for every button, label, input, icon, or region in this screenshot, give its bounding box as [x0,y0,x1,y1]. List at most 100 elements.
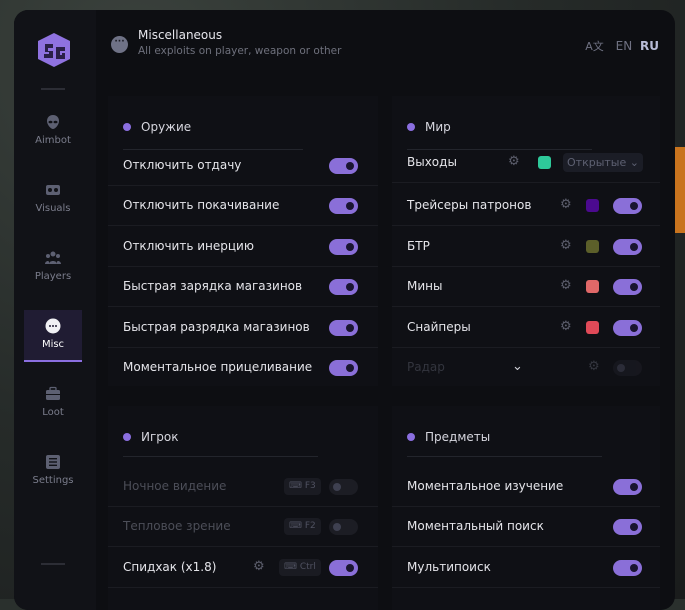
gear-icon[interactable]: ⚙ [560,278,572,293]
chevron-down-icon[interactable]: ⌄ [512,359,523,374]
row-label: Моментальный поиск [407,519,544,533]
player-row: Тепловое зрение ⌨ F2 [108,507,378,547]
row-label: Моментальное изучение [407,479,564,493]
toggle-switch[interactable] [329,279,358,295]
sidebar-item-loot[interactable]: Loot [24,378,82,430]
toggle-switch[interactable] [613,279,642,295]
gear-icon[interactable]: ⚙ [560,319,572,334]
page-subtitle: All exploits on player, weapon or other [138,45,342,57]
color-swatch[interactable] [586,199,599,212]
divider [123,149,303,150]
gear-icon[interactable]: ⚙ [560,197,572,212]
divider [123,456,318,457]
background-object [674,147,685,233]
toggle-row: Быстрая разрядка магазинов [108,308,378,348]
sidebar: Aimbot Visuals Players Misc Loot Setting… [14,10,96,610]
section-header: Оружие [123,120,191,134]
color-swatch[interactable] [586,280,599,293]
sidebar-item-label: Players [34,271,72,282]
toggle-switch[interactable] [613,320,642,336]
world-row-exits: Выходы ⚙ Открытые ⌄ [392,143,660,183]
gear-icon[interactable]: ⚙ [560,238,572,253]
row-label: БТР [407,239,430,253]
gear-icon[interactable]: ⚙ [588,359,600,374]
toggle-switch[interactable] [613,360,642,376]
lang-ru-button[interactable]: RU [640,39,659,53]
sidebar-item-label: Misc [41,339,65,350]
toggle-switch[interactable] [613,239,642,255]
toggle-switch[interactable] [613,479,642,495]
section-title: Оружие [141,120,192,134]
world-row: Снайперы ⚙ [392,308,660,348]
divider [407,149,592,150]
row-label: Спидхак (x1.8) [123,560,217,574]
sidebar-item-visuals[interactable]: Visuals [24,174,82,226]
sidebar-item-settings[interactable]: Settings [24,446,82,498]
users-icon [45,251,61,264]
vr-headset-icon [46,185,60,195]
toggle-switch[interactable] [613,519,642,535]
toggle-row: Моментальное изучение [392,467,660,507]
world-row: Мины ⚙ [392,267,660,307]
section-header: Игрок [123,430,179,444]
color-swatch[interactable] [586,240,599,253]
sidebar-item-players[interactable]: Players [24,242,82,294]
toggle-switch[interactable] [329,519,358,535]
briefcase-icon [46,386,60,400]
section-header: Мир [407,120,451,134]
hotkey-badge[interactable]: ⌨ F2 [284,518,321,535]
gear-icon [123,123,131,131]
toggle-switch[interactable] [329,560,358,576]
sidebar-divider [41,88,65,90]
toggle-switch[interactable] [329,360,358,376]
page-title: Miscellaneous [138,28,223,42]
row-label: Снайперы [407,320,471,334]
divider [407,456,602,457]
row-label: Отключить инерцию [123,239,254,253]
section-title: Предметы [425,430,491,444]
ghost-icon [407,433,415,441]
section-title: Игрок [141,430,179,444]
row-label: Трейсеры патронов [407,198,532,212]
lang-en-button[interactable]: EN [615,39,633,53]
player-row: Ночное видение ⌨ F3 [108,467,378,507]
row-label: Быстрая разрядка магазинов [123,320,310,334]
row-label: Радар [407,360,445,374]
translate-icon: A文 [585,40,604,53]
misc-dots-icon: ··· [111,36,128,53]
gear-icon[interactable]: ⚙ [253,559,265,574]
cheat-menu-window: Aimbot Visuals Players Misc Loot Setting… [14,10,675,610]
toggle-switch[interactable] [329,158,358,174]
toggle-switch[interactable] [613,560,642,576]
gear-icon[interactable]: ⚙ [508,154,520,169]
weapon-panel: Оружие Отключить отдачу Отключить покачи… [108,96,378,386]
row-label: Мины [407,279,443,293]
toggle-switch[interactable] [329,479,358,495]
sidebar-item-label: Aimbot [35,135,71,146]
toggle-switch[interactable] [329,320,358,336]
toggle-switch[interactable] [329,239,358,255]
exits-select[interactable]: Открытые ⌄ [563,153,643,172]
sidebar-item-misc[interactable]: Misc [24,310,82,362]
player-row: Спидхак (x1.8) ⚙ ⌨ Ctrl [108,548,378,588]
sidebar-item-aimbot[interactable]: Aimbot [24,106,82,158]
row-label: Выходы [407,155,457,169]
row-label: Отключить отдачу [123,158,242,172]
list-icon [46,455,60,469]
hotkey-badge[interactable]: ⌨ Ctrl [279,559,321,576]
section-title: Мир [425,120,451,134]
toggle-row: Моментальный поиск [392,507,660,547]
toggle-switch[interactable] [329,198,358,214]
toggle-row: Отключить отдачу [108,146,378,186]
sidebar-item-label: Settings [32,475,74,486]
color-swatch[interactable] [538,156,551,169]
world-row: Трейсеры патронов ⚙ [392,186,660,226]
sidebar-item-label: Loot [42,407,64,418]
world-panel: Мир Выходы ⚙ Открытые ⌄ Трейсеры патронов ⚙… [392,96,660,386]
sidebar-item-label: Visuals [35,203,71,214]
color-swatch[interactable] [586,321,599,334]
section-header: Предметы [407,430,490,444]
row-label: Отключить покачивание [123,198,280,212]
hotkey-badge[interactable]: ⌨ F3 [284,478,321,495]
toggle-switch[interactable] [613,198,642,214]
